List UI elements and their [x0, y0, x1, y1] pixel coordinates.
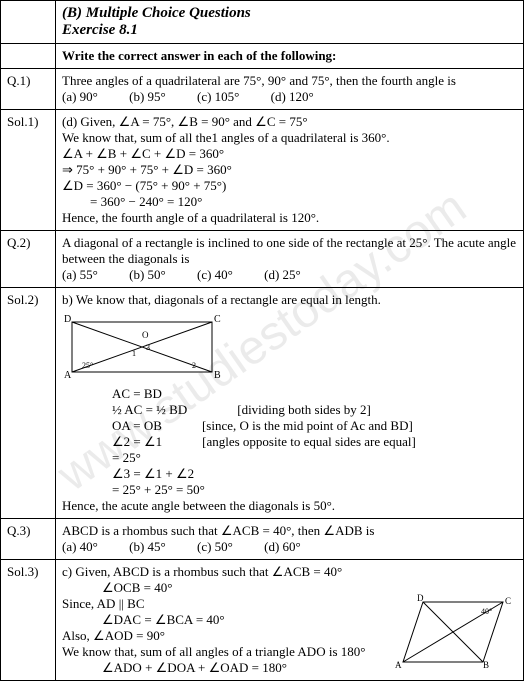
s3-body: c) Given, ABCD is a rhombus such that ∠A…: [56, 560, 524, 681]
s1-body: (d) Given, ∠A = 75°, ∠B = 90° and ∠C = 7…: [56, 110, 524, 231]
s2-note2: [dividing both sides by 2]: [237, 402, 371, 417]
q1-body: Three angles of a quadrilateral are 75°,…: [56, 69, 524, 110]
q3-opt-a: (a) 40°: [62, 539, 98, 555]
s2-label: Sol.2): [1, 288, 56, 519]
s2-note4: [angles opposite to equal sides are equa…: [202, 434, 416, 449]
svg-text:2: 2: [192, 361, 196, 370]
q3-label: Q.3): [1, 519, 56, 560]
s2-note3: [since, O is the mid point of Ac and BD]: [202, 418, 413, 433]
q2-body: A diagonal of a rectangle is inclined to…: [56, 231, 524, 288]
rhombus-diagram: D C A B 40°: [393, 592, 513, 672]
worksheet-table: (B) Multiple Choice Questions Exercise 8…: [0, 0, 524, 681]
q3-opt-c: (c) 50°: [197, 539, 233, 555]
svg-text:O: O: [142, 330, 149, 340]
s2-eq2: ½ AC = ½ BD: [112, 402, 187, 417]
s2-l1: b) We know that, diagonals of a rectangl…: [62, 292, 517, 308]
svg-text:B: B: [483, 660, 489, 670]
s1-label: Sol.1): [1, 110, 56, 231]
s2-body: b) We know that, diagonals of a rectangl…: [56, 288, 524, 519]
s1-l2: We know that, sum of all the1 angles of …: [62, 130, 517, 146]
svg-text:C: C: [505, 596, 511, 606]
q1-label: Q.1): [1, 69, 56, 110]
rectangle-diagram: A B C D O 25° 3 1 2: [62, 312, 222, 382]
s1-l6: = 360° − 240° = 120°: [90, 194, 517, 210]
s2-eq1: AC = BD: [112, 386, 517, 402]
s3-l1: c) Given, ABCD is a rhombus such that ∠A…: [62, 564, 517, 580]
svg-text:C: C: [214, 314, 221, 325]
q1-opt-c: (c) 105°: [197, 89, 239, 105]
svg-text:3: 3: [146, 343, 150, 352]
s2-eq7: = 25° + 25° = 50°: [112, 482, 517, 498]
q3-opt-b: (b) 45°: [129, 539, 166, 555]
q2-text: A diagonal of a rectangle is inclined to…: [62, 235, 517, 267]
q2-opt-b: (b) 50°: [129, 267, 166, 283]
q1-opt-b: (b) 95°: [129, 89, 166, 105]
svg-text:1: 1: [132, 349, 136, 358]
q3-body: ABCD is a rhombus such that ∠ACB = 40°, …: [56, 519, 524, 560]
svg-text:B: B: [214, 370, 221, 381]
q3-text: ABCD is a rhombus such that ∠ACB = 40°, …: [62, 523, 517, 539]
s1-l3: ∠A + ∠B + ∠C + ∠D = 360°: [62, 146, 517, 162]
svg-text:D: D: [417, 593, 424, 603]
instruction: Write the correct answer in each of the …: [56, 44, 524, 69]
section-title: (B) Multiple Choice Questions: [62, 5, 517, 22]
svg-text:A: A: [395, 660, 402, 670]
svg-text:A: A: [64, 370, 72, 381]
q2-opt-a: (a) 55°: [62, 267, 98, 283]
s2-eq5: = 25°: [112, 450, 517, 466]
q1-text: Three angles of a quadrilateral are 75°,…: [62, 73, 517, 89]
svg-text:25°: 25°: [82, 361, 93, 370]
q1-opt-d: (d) 120°: [271, 89, 314, 105]
s1-l1: (d) Given, ∠A = 75°, ∠B = 90° and ∠C = 7…: [62, 114, 517, 130]
s1-l4: ⇒ 75° + 90° + 75° + ∠D = 360°: [62, 162, 517, 178]
s1-l5: ∠D = 360° − (75° + 90° + 75°): [62, 178, 517, 194]
s1-l7: Hence, the fourth angle of a quadrilater…: [62, 210, 517, 226]
s2-eq3: OA = OB: [112, 418, 162, 433]
s2-concl: Hence, the acute angle between the diago…: [62, 498, 517, 514]
svg-text:40°: 40°: [481, 607, 492, 616]
q2-opt-c: (c) 40°: [197, 267, 233, 283]
q2-label: Q.2): [1, 231, 56, 288]
s2-eq6: ∠3 = ∠1 + ∠2: [112, 466, 517, 482]
q2-opt-d: (d) 25°: [264, 267, 301, 283]
s3-label: Sol.3): [1, 560, 56, 681]
svg-text:D: D: [64, 314, 71, 325]
q3-opt-d: (d) 60°: [264, 539, 301, 555]
q1-opt-a: (a) 90°: [62, 89, 98, 105]
exercise-title: Exercise 8.1: [62, 22, 517, 39]
s2-eq4: ∠2 = ∠1: [112, 434, 162, 449]
